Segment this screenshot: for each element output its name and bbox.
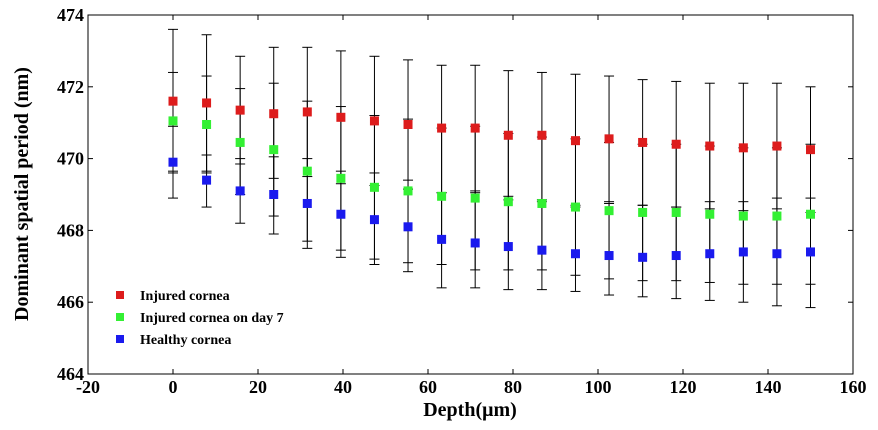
data-point <box>503 130 513 140</box>
data-point <box>369 182 379 192</box>
data-point <box>806 247 815 257</box>
data-point <box>470 193 480 203</box>
data-point <box>235 105 245 115</box>
data-point <box>369 215 379 225</box>
plot-frame <box>87 14 854 375</box>
data-point <box>570 202 580 212</box>
data-point <box>403 222 413 232</box>
data-point <box>202 175 212 185</box>
y-tick-label: 466 <box>57 292 84 312</box>
data-point <box>638 252 648 262</box>
legend-swatch <box>116 335 124 343</box>
x-tick-label: 140 <box>755 377 782 397</box>
data-point <box>336 209 346 219</box>
x-axis-title: Depth(μm) <box>423 399 517 421</box>
data-point <box>671 139 681 149</box>
data-point <box>202 98 212 108</box>
legend-label: Healthy cornea <box>140 333 231 348</box>
x-tick-label: 0 <box>169 377 178 397</box>
data-point <box>269 145 279 155</box>
y-tick-label: 474 <box>57 5 84 25</box>
x-tick-label: 120 <box>670 377 697 397</box>
data-point <box>437 234 447 244</box>
data-markers <box>168 96 815 262</box>
data-point <box>570 249 580 259</box>
data-point <box>772 141 782 151</box>
data-point <box>470 238 480 248</box>
data-point <box>470 123 480 133</box>
data-point <box>302 107 312 117</box>
data-point <box>705 209 715 219</box>
x-tick-label: 40 <box>334 377 352 397</box>
data-point <box>738 143 748 153</box>
tick-labels: -20 0 20 40 60 80 100 120 140 160 464 466 468 470 472 4… <box>57 5 867 397</box>
data-point <box>503 242 513 252</box>
x-tick-label: 100 <box>585 377 612 397</box>
data-point <box>638 137 648 147</box>
data-point <box>503 197 513 207</box>
data-point <box>806 209 815 219</box>
data-point <box>437 123 447 133</box>
data-point <box>537 198 547 208</box>
data-point <box>738 247 748 257</box>
data-point <box>302 198 312 208</box>
data-point <box>772 249 782 259</box>
data-point <box>336 173 346 183</box>
data-point <box>403 186 413 196</box>
legend-label: Injured cornea on day 7 <box>140 311 284 326</box>
data-point <box>705 141 715 151</box>
data-point <box>705 249 715 259</box>
legend-swatch <box>116 291 124 299</box>
data-point <box>302 166 312 176</box>
data-point <box>738 211 748 221</box>
axis-ticks <box>87 14 854 375</box>
data-point <box>336 112 346 122</box>
data-point <box>570 136 580 146</box>
legend-swatch <box>116 313 124 321</box>
data-point <box>671 251 681 261</box>
data-point <box>604 251 614 261</box>
x-tick-label: 160 <box>840 377 867 397</box>
data-point <box>403 119 413 129</box>
data-point <box>369 116 379 126</box>
x-tick-label: -20 <box>76 377 100 397</box>
data-point <box>671 207 681 217</box>
legend: Injured cornea Injured cornea on day 7 Hea… <box>116 289 284 348</box>
data-point <box>168 96 178 106</box>
data-point <box>235 186 245 196</box>
data-point <box>235 137 245 147</box>
data-point <box>437 191 447 201</box>
y-axis-title: Dominant spatial period (nm) <box>11 67 33 321</box>
data-point <box>168 116 178 126</box>
y-tick-label: 472 <box>57 77 84 97</box>
data-point <box>537 245 547 255</box>
data-point <box>168 157 178 167</box>
y-tick-label: 468 <box>57 220 84 240</box>
data-point <box>269 190 279 199</box>
data-point <box>772 211 782 221</box>
data-point <box>269 109 279 119</box>
data-point <box>202 119 212 129</box>
data-point <box>604 206 614 216</box>
x-tick-label: 60 <box>419 377 437 397</box>
data-point <box>806 145 815 155</box>
y-tick-label: 470 <box>57 149 84 169</box>
x-tick-label: 20 <box>249 377 267 397</box>
data-point <box>537 130 547 140</box>
data-point <box>604 134 614 144</box>
legend-label: Injured cornea <box>140 289 230 304</box>
y-tick-label: 464 <box>57 364 84 384</box>
x-tick-label: 80 <box>504 377 522 397</box>
data-point <box>638 207 648 217</box>
error-bars <box>168 28 816 309</box>
